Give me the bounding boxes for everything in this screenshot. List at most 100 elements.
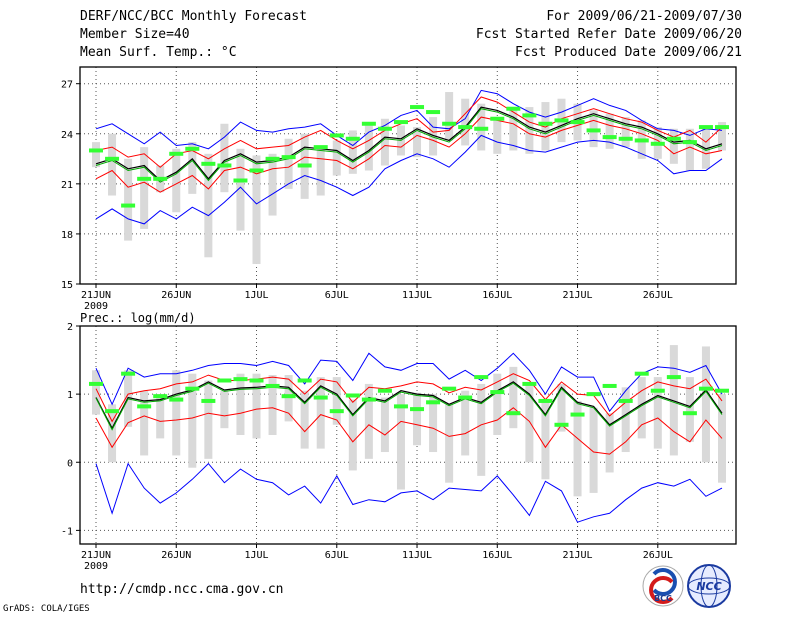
temp-line-min xyxy=(95,134,723,225)
prec-spread-bar xyxy=(316,377,325,449)
variable-label: Mean Surf. Temp.: °C xyxy=(80,45,237,60)
temp-obs-marker xyxy=(634,138,649,143)
prec-spread-bar xyxy=(413,392,422,446)
prec-obs-marker xyxy=(265,383,280,388)
prec-obs-marker xyxy=(586,392,601,397)
prec-line-p90 xyxy=(95,373,723,423)
temp-obs-marker xyxy=(474,126,489,131)
temp-spread-bar xyxy=(413,127,422,158)
prec-xtick-label: 1JUL xyxy=(244,550,268,561)
refer-date: Fcst Started Refer Date 2009/06/20 xyxy=(475,27,742,42)
prec-spread-bar xyxy=(685,377,694,442)
temp-spread-bar xyxy=(140,147,149,229)
ncc-logo: NCC xyxy=(687,564,731,608)
prec-xtick-label: 26JUN xyxy=(161,550,191,561)
temp-spread-bar xyxy=(685,128,694,171)
prec-spread-bar xyxy=(364,383,373,459)
temp-xtick-label: 26JUL xyxy=(643,290,673,301)
temp-obs-marker xyxy=(345,136,360,141)
temp-ytick-label: 18 xyxy=(61,230,73,241)
prec-xtick-label: 21JUN xyxy=(81,550,111,561)
temp-line-mean xyxy=(95,106,723,182)
temp-xtick-label: 16JUL xyxy=(482,290,512,301)
prec-ytick-label: 0 xyxy=(67,458,73,469)
temp-xtick-label: 21JUL xyxy=(562,290,592,301)
prec-obs-marker xyxy=(666,375,681,380)
prec-spread-bar xyxy=(637,377,646,439)
prec-obs-marker xyxy=(715,388,729,393)
prec-spread-bar xyxy=(701,346,710,463)
temp-obs-marker xyxy=(89,148,103,153)
prec-obs-marker xyxy=(602,383,617,388)
prec-obs-marker xyxy=(506,411,521,416)
temp-xtick-label: 1JUL xyxy=(244,290,268,301)
prec-ytick-label: 2 xyxy=(67,322,73,333)
prec-spread-bar xyxy=(653,377,662,449)
prec-spread-bar xyxy=(220,390,229,429)
prec-ytick-label: -1 xyxy=(61,526,73,537)
prec-obs-marker xyxy=(233,377,248,382)
prec-line-mean xyxy=(95,381,723,430)
prec-spread-bar xyxy=(92,370,100,415)
prec-spread-bar xyxy=(172,370,181,456)
temp-line-p10 xyxy=(95,116,723,193)
prec-spread-bar xyxy=(461,390,470,456)
prec-spread-bar xyxy=(493,373,502,435)
produced-date: Fcst Produced Date 2009/06/21 xyxy=(515,45,742,60)
temp-obs-marker xyxy=(682,140,697,145)
temp-xtick-label: 26JUN xyxy=(161,290,191,301)
source-url[interactable]: http://cmdp.ncc.cma.gov.cn xyxy=(80,582,284,597)
temp-obs-marker xyxy=(426,110,441,115)
temp-spread-bar xyxy=(461,98,470,146)
temp-obs-marker xyxy=(329,133,344,138)
member-size: Member Size=40 xyxy=(80,27,190,42)
temp-obs-marker xyxy=(602,135,617,140)
prec-obs-marker xyxy=(89,381,103,386)
prec-obs-marker xyxy=(650,388,665,393)
prec-spread-bar xyxy=(332,377,341,425)
temp-obs-marker xyxy=(249,168,264,173)
temp-spread-bar xyxy=(525,107,534,154)
prec-spread-bar xyxy=(140,390,149,456)
temp-ytick-label: 27 xyxy=(61,80,73,91)
temp-obs-marker xyxy=(698,125,713,130)
temp-obs-marker xyxy=(153,176,168,181)
precip-chart-title: Prec.: log(mm/d) xyxy=(80,311,196,325)
prec-obs-marker xyxy=(169,397,184,402)
temp-obs-marker xyxy=(265,156,280,161)
prec-obs-marker xyxy=(522,381,537,386)
temp-obs-marker xyxy=(490,116,505,121)
prec-obs-marker xyxy=(682,411,697,416)
temp-spread-bar xyxy=(445,92,454,141)
temp-obs-marker xyxy=(297,163,312,168)
forecast-period: For 2009/06/21-2009/07/30 xyxy=(546,9,742,24)
temp-spread-bar xyxy=(172,148,181,213)
prec-obs-marker xyxy=(217,378,232,383)
temp-xtick-label: 11JUL xyxy=(402,290,432,301)
prec-obs-marker xyxy=(490,390,505,395)
prec-spread-bar xyxy=(669,345,678,456)
prec-obs-marker xyxy=(105,409,120,414)
temp-obs-marker xyxy=(217,163,232,168)
prec-obs-marker xyxy=(121,371,136,376)
prec-spread-bar xyxy=(284,375,293,422)
prec-obs-marker xyxy=(249,378,264,383)
temp-obs-marker xyxy=(538,121,553,126)
prec-obs-marker xyxy=(570,412,585,417)
prec-obs-marker xyxy=(153,394,168,399)
temp-spread-bar xyxy=(268,153,277,216)
temp-spread-bar xyxy=(429,117,438,156)
temp-spread-bar xyxy=(252,155,261,264)
temp-obs-marker xyxy=(281,155,296,160)
temp-spread-bar xyxy=(220,123,229,193)
header-left: DERF/NCC/BCC Monthly Forecast Member Siz… xyxy=(80,8,307,62)
prec-spread-bar xyxy=(252,373,261,439)
temp-ytick-label: 21 xyxy=(61,180,73,191)
temp-line-p90 xyxy=(95,96,723,168)
prec-line-median xyxy=(95,382,723,431)
prec-obs-marker xyxy=(442,386,457,391)
temp-obs-marker xyxy=(586,128,601,133)
temp-spread-bar xyxy=(380,118,389,166)
prec-spread-bar xyxy=(108,404,117,463)
temp-line-median xyxy=(95,108,723,183)
